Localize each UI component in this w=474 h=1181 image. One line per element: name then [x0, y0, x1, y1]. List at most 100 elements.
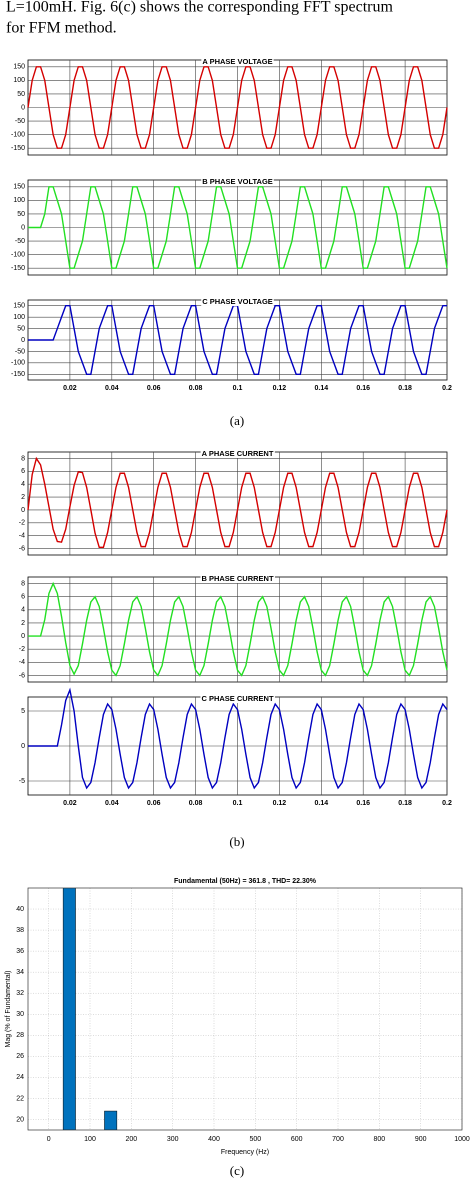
y-tick-label: 0 [21, 633, 25, 640]
y-tick-label: -100 [11, 251, 25, 258]
x-tick-label: 800 [373, 1136, 385, 1143]
chart-title: Fundamental (50Hz) = 361.8 , THD= 22.30% [174, 878, 317, 885]
y-tick-label: 0 [21, 507, 25, 514]
title-bg [200, 448, 275, 458]
x-tick-label: 0.1 [233, 800, 243, 807]
y-tick-label: 100 [13, 77, 25, 84]
caption: (b) [229, 834, 244, 849]
y-tick-label: 150 [13, 64, 25, 71]
y-tick-label: -6 [19, 672, 25, 679]
data-line [28, 186, 448, 269]
y-tick-label: 0 [21, 337, 25, 344]
x-tick-label: 0.14 [314, 800, 328, 807]
plot-area [28, 888, 462, 1130]
y-tick-label: -150 [11, 145, 25, 152]
x-tick-label: 900 [415, 1136, 427, 1143]
x-tick-label: 600 [291, 1136, 303, 1143]
y-tick-label: -50 [15, 238, 25, 245]
y-tick-label: 150 [13, 184, 25, 191]
y-tick-label: -100 [11, 360, 25, 367]
subplot-title: B PHASE CURRENT [201, 574, 274, 583]
x-tick-label: 0.08 [189, 385, 203, 392]
y-tick-label: -100 [11, 131, 25, 138]
y-tick-label: 2 [21, 494, 25, 501]
y-tick-label: 22 [16, 1095, 24, 1102]
bar [62, 888, 76, 1130]
data-line [27, 66, 448, 149]
data-line [28, 581, 448, 677]
subplot-title: A PHASE VOLTAGE [202, 57, 272, 66]
x-axis-label: Frequency (Hz) [221, 1149, 269, 1156]
subplot-title: B PHASE VOLTAGE [202, 177, 273, 186]
paragraph-line: for FFM method. [6, 20, 117, 37]
y-tick-label: 38 [16, 927, 24, 934]
y-tick-label: 36 [16, 948, 24, 955]
y-tick-label: 40 [16, 906, 24, 913]
y-tick-label: 2 [21, 620, 25, 627]
x-tick-label: 0.18 [398, 800, 412, 807]
y-tick-label: 4 [21, 481, 25, 488]
bar [104, 1110, 118, 1130]
y-tick-label: -6 [19, 545, 25, 552]
x-tick-label: 1000 [454, 1136, 470, 1143]
title-bg [200, 573, 275, 583]
y-tick-label: 5 [21, 708, 25, 715]
plot-frame [27, 887, 463, 1131]
caption: (c) [230, 1163, 244, 1178]
title-bg [201, 296, 274, 306]
x-tick-label: 0.06 [147, 800, 161, 807]
y-tick-label: 30 [16, 1011, 24, 1018]
y-tick-label: 4 [21, 607, 25, 614]
x-tick-label: 0.2 [442, 385, 452, 392]
paragraph-line: L=100mH. Fig. 6(c) shows the correspondi… [6, 0, 393, 16]
y-tick-label: 28 [16, 1032, 24, 1039]
y-tick-label: 50 [17, 211, 25, 218]
x-tick-label: 0.04 [105, 385, 119, 392]
data-line [28, 687, 448, 790]
y-tick-label: 32 [16, 990, 24, 997]
x-tick-label: 0.2 [442, 800, 452, 807]
title-bg [200, 693, 275, 703]
y-tick-label: 6 [21, 468, 25, 475]
x-tick-label: 0.18 [398, 385, 412, 392]
x-tick-label: 0.04 [105, 800, 119, 807]
subplot-title: C PHASE CURRENT [201, 694, 274, 703]
y-tick-label: 0 [21, 743, 25, 750]
y-tick-label: 0 [21, 224, 25, 231]
x-tick-label: 0.1 [233, 385, 243, 392]
x-tick-label: 400 [208, 1136, 220, 1143]
y-tick-label: -150 [11, 371, 25, 378]
y-tick-label: -2 [19, 520, 25, 527]
y-tick-label: 50 [17, 91, 25, 98]
y-tick-label: 150 [13, 303, 25, 310]
x-tick-label: 0.12 [273, 385, 287, 392]
data-line [27, 456, 448, 548]
y-tick-label: 34 [16, 969, 24, 976]
y-tick-label: -50 [15, 118, 25, 125]
x-tick-label: 0.12 [273, 800, 287, 807]
subplot-title: A PHASE CURRENT [202, 449, 274, 458]
y-tick-label: 50 [17, 325, 25, 332]
y-axis-label: Mag (% of Fundamental) [5, 970, 12, 1047]
x-tick-label: 200 [125, 1136, 137, 1143]
x-tick-label: 700 [332, 1136, 344, 1143]
x-tick-label: 500 [249, 1136, 261, 1143]
y-tick-label: 100 [13, 197, 25, 204]
x-tick-label: 0.08 [189, 800, 203, 807]
y-tick-label: 100 [13, 314, 25, 321]
y-tick-label: 20 [16, 1116, 24, 1123]
x-tick-label: 0.02 [63, 800, 77, 807]
x-tick-label: 100 [84, 1136, 96, 1143]
x-tick-label: 0.16 [356, 800, 370, 807]
y-tick-label: 8 [21, 455, 25, 462]
y-tick-label: 8 [21, 580, 25, 587]
subplot-title: C PHASE VOLTAGE [202, 297, 273, 306]
caption: (a) [230, 413, 244, 428]
title-bg [201, 176, 274, 186]
x-tick-label: 300 [167, 1136, 179, 1143]
y-tick-label: 26 [16, 1053, 24, 1060]
y-tick-label: 24 [16, 1074, 24, 1081]
y-tick-label: 6 [21, 594, 25, 601]
x-tick-label: 0.14 [314, 385, 328, 392]
